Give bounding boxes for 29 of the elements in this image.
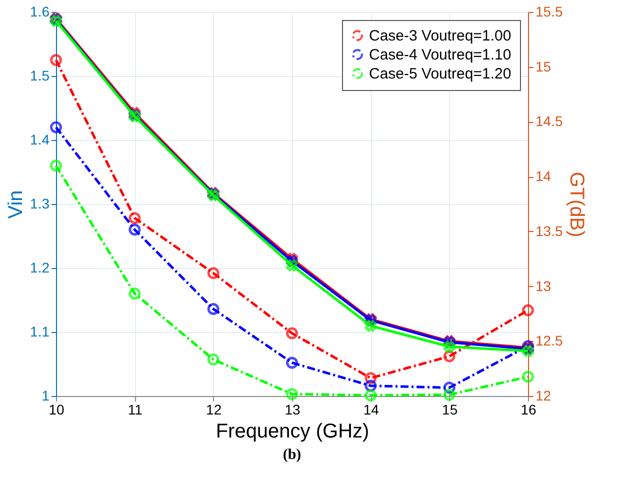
x-tick-label: 12	[206, 402, 222, 418]
text: (b)	[282, 447, 302, 463]
y2-tick-label: 13	[536, 278, 552, 294]
y2-axis-title: GT(dB)	[566, 172, 588, 238]
y2-tick-label: 12	[536, 388, 552, 404]
y-tick-label: 1	[42, 388, 50, 404]
x-axis-title: Frequency (GHz)	[216, 420, 370, 442]
y-axis-title: Vin	[5, 190, 28, 219]
x-tick-label: 14	[363, 402, 380, 418]
x-tick-label: 13	[284, 402, 300, 418]
y2-tick-label: 12.5	[536, 332, 563, 349]
x-tick-label: 15	[442, 402, 458, 418]
legend-label: Case-3 Voutreq=1.00	[369, 28, 512, 44]
y-tick-label: 1.3	[30, 196, 50, 212]
legend-label: Case-4 Voutreq=1.10	[369, 46, 512, 64]
y2-tick-label: 15.5	[536, 4, 563, 20]
x-tick-label: 11	[128, 402, 143, 418]
x-tick-label: 16	[520, 402, 536, 418]
legend-label: Case-5 Voutreq=1.20	[369, 66, 512, 82]
y-tick-label: 1.6	[30, 4, 50, 20]
y-tick-label: 1.2	[30, 260, 50, 276]
y-tick-label: 1.4	[30, 132, 50, 148]
x-tick-label: 10	[48, 402, 64, 418]
y2-tick-label: 14.5	[536, 113, 563, 130]
y-tick-label: 1.5	[30, 68, 50, 84]
y2-tick-label: 13.5	[536, 222, 563, 239]
y2-tick-label: 14	[536, 168, 552, 184]
y-tick-label: 1.1	[30, 324, 50, 340]
y2-tick-label: 15	[536, 58, 552, 74]
